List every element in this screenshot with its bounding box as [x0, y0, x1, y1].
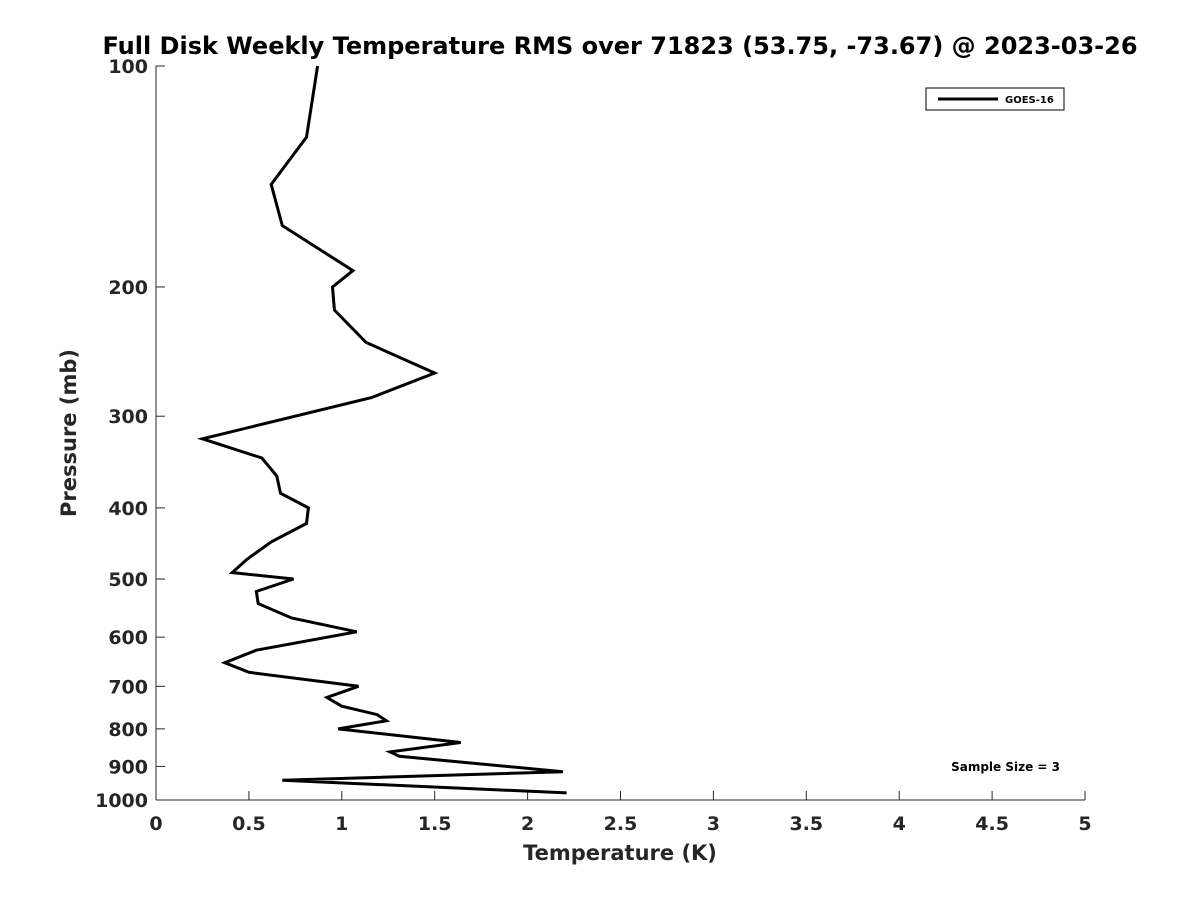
x-tick-label: 0.5: [232, 813, 266, 835]
x-ticks: 0 0.5 1 1.5 2 2.5 3 3.5 4 4.5 5: [149, 791, 1092, 835]
y-tick-label: 900: [108, 756, 148, 778]
x-tick-label: 1: [335, 813, 348, 835]
x-tick-label: 3.5: [789, 813, 823, 835]
y-ticks: 100 200 300 400 500 600 700 800 900 1000: [95, 56, 165, 812]
legend: GOES-16: [925, 87, 1065, 111]
y-tick-label: 1000: [95, 790, 148, 812]
plot-area: [155, 66, 1085, 801]
x-axis-label: Temperature (K): [523, 841, 717, 865]
x-tick-label: 1.5: [418, 813, 452, 835]
y-tick-label: 200: [108, 277, 148, 299]
legend-label-goes-16: GOES-16: [1005, 95, 1054, 106]
x-tick-label: 5: [1078, 813, 1091, 835]
y-tick-label: 500: [108, 569, 148, 591]
y-tick-label: 600: [108, 627, 148, 649]
x-tick-label: 2.5: [604, 813, 638, 835]
x-tick-label: 4: [893, 813, 906, 835]
y-tick-label: 100: [108, 56, 148, 78]
series-line-goes-16: [196, 65, 567, 795]
y-tick-label: 700: [108, 676, 148, 698]
chart-title: Full Disk Weekly Temperature RMS over 71…: [102, 32, 1137, 60]
y-tick-label: 300: [108, 406, 148, 428]
sample-size-annotation: Sample Size = 3: [951, 760, 1060, 774]
x-tick-label: 4.5: [975, 813, 1009, 835]
x-tick-label: 2: [521, 813, 534, 835]
y-axis-label: Pressure (mb): [57, 349, 81, 517]
y-tick-label: 800: [108, 719, 148, 741]
x-tick-label: 3: [707, 813, 720, 835]
x-tick-label: 0: [149, 813, 162, 835]
y-tick-label: 400: [108, 498, 148, 520]
